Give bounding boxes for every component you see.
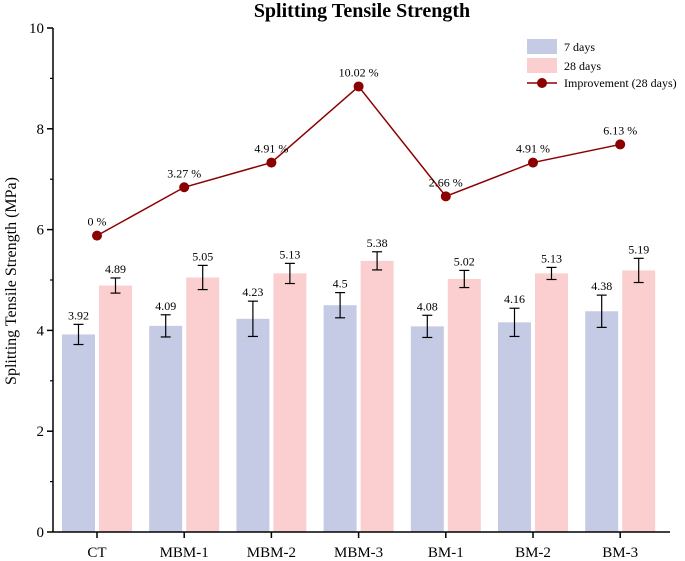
bar-28days [535, 273, 568, 532]
bar-7days [498, 322, 531, 532]
bar-28days [99, 285, 132, 532]
chart-title: Splitting Tensile Strength [254, 0, 470, 22]
x-tick-label: MBM-1 [160, 545, 209, 561]
bar-value-label: 4.5 [333, 277, 348, 291]
improvement-label: 2.66 % [429, 175, 463, 189]
legend-label-improvement: Improvement (28 days) [564, 76, 677, 90]
bar-28days [186, 277, 220, 532]
bar-value-label: 5.02 [454, 254, 475, 268]
y-tick-label: 8 [37, 122, 45, 138]
improvement-point [179, 182, 190, 193]
improvement-label: 0 % [88, 215, 107, 229]
x-tick-label: MBM-3 [334, 545, 383, 561]
improvement-point [92, 230, 102, 241]
y-axis-label: Splitting Tensile Strength (MPa) [3, 177, 20, 385]
bar-28days [447, 278, 481, 532]
y-tick-label: 0 [37, 525, 45, 541]
improvement-point [353, 81, 364, 92]
x-tick-label: BM-2 [515, 545, 551, 561]
improvement-label: 3.27 % [167, 166, 201, 180]
bar-value-label: 5.19 [628, 242, 649, 256]
improvement-point [615, 139, 626, 150]
axes: 0 2 4 6 8 10 CT MBM-1 MBM-2 MBM-3 BM-1 BM-2 BM-3 [29, 21, 670, 561]
improvement-label: 4.91 % [254, 142, 288, 156]
bar-28days [360, 260, 394, 532]
bar-value-label: 4.23 [242, 285, 263, 299]
legend-swatch-improvement-marker [537, 78, 547, 88]
bar-value-label: 5.38 [367, 236, 388, 250]
bar-7days [585, 311, 619, 532]
x-tick-label: MBM-2 [247, 545, 296, 561]
y-tick-label: 6 [37, 223, 45, 239]
bar-7days [236, 318, 270, 532]
improvement-point [440, 191, 451, 202]
legend-label-28days: 28 days [564, 59, 601, 73]
bar-value-label: 4.89 [105, 262, 126, 276]
x-tick-label: BM-1 [428, 545, 464, 561]
improvement-label: 4.91 % [516, 142, 550, 156]
bar-28days [622, 270, 656, 532]
bar-value-label: 4.16 [504, 292, 525, 306]
bar-value-label: 3.92 [68, 308, 89, 322]
legend: 7 days 28 days Improvement (28 days) [527, 39, 677, 90]
bar-7days [323, 305, 357, 532]
bar-7days [62, 334, 95, 532]
bar-28days [273, 273, 307, 532]
y-tick-label: 2 [37, 424, 45, 440]
improvement-label: 6.13 % [603, 123, 637, 137]
improvement-point [266, 157, 277, 168]
bar-label-layer: 3.92 4.89 4.09 5.05 4.23 5.13 4.5 5.38 4.08 5.02 4… [68, 236, 649, 323]
error-bar-layer [73, 251, 644, 346]
bar-layer [62, 260, 656, 532]
bar-value-label: 4.09 [155, 299, 176, 313]
improvement-point [528, 157, 538, 168]
bar-value-label: 5.05 [192, 249, 213, 263]
x-tick-label: BM-3 [602, 545, 638, 561]
improvement-line-layer: 0 % 3.27 % 4.91 % 10.02 % 2.66 % 4.91 % 6.13 % [88, 65, 637, 241]
y-tick-label: 4 [37, 323, 45, 339]
legend-label-7days: 7 days [564, 40, 595, 54]
bar-value-label: 5.13 [541, 251, 562, 265]
bar-value-label: 4.08 [417, 299, 438, 313]
bar-value-label: 4.38 [591, 279, 612, 293]
bar-value-label: 5.13 [279, 247, 300, 261]
bar-7days [149, 325, 183, 532]
legend-swatch-28days [527, 58, 557, 73]
legend-swatch-7days [527, 39, 557, 54]
x-tick-label: CT [87, 545, 106, 561]
improvement-label: 10.02 % [339, 65, 379, 79]
bar-7days [410, 326, 444, 532]
y-tick-label: 10 [29, 21, 44, 37]
improvement-line [96, 85, 621, 237]
